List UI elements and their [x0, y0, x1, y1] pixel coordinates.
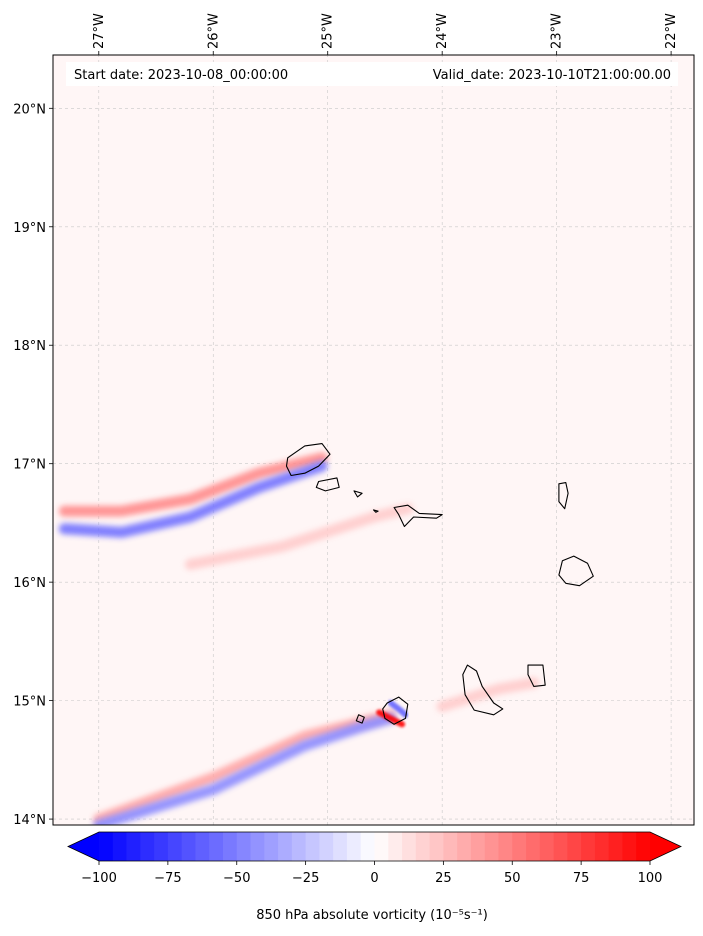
colorbar-extend-high: [650, 832, 681, 861]
colorbar-swatch-23: [415, 832, 430, 861]
colorbar-swatch-11: [250, 832, 265, 861]
colorbar-swatch-30: [512, 832, 527, 861]
x-tick-label-2: 25°W: [321, 13, 336, 49]
x-tick-label-0: 27°W: [92, 13, 107, 49]
colorbar-swatch-39: [636, 832, 651, 861]
y-tick-label-4: 16°N: [13, 576, 46, 591]
colorbar-swatch-17: [333, 832, 348, 861]
colorbar-swatch-38: [622, 832, 637, 861]
y-tick-label-2: 18°N: [13, 339, 46, 354]
colorbar-tick-label-6: 50: [504, 871, 521, 886]
colorbar-swatch-33: [553, 832, 568, 861]
colorbar-swatch-4: [154, 832, 169, 861]
colorbar-tick-label-2: −50: [223, 871, 250, 886]
date-banner: Start date: 2023-10-08_00:00:00 Valid_da…: [66, 62, 678, 86]
colorbar-tick-label-8: 100: [638, 871, 663, 886]
colorbar-swatch-37: [608, 832, 623, 861]
colorbar-tick-label-7: 75: [573, 871, 590, 886]
island-sao-nicolau: [393, 504, 443, 528]
colorbar-swatches: [99, 832, 651, 861]
valid-date-label: Valid_date: 2023-10-10T21:00:00.00: [433, 68, 671, 83]
colorbar-swatch-2: [126, 832, 141, 861]
colorbar-swatch-9: [222, 832, 238, 861]
colorbar-swatch-29: [498, 832, 513, 861]
colorbar-swatch-7: [195, 832, 210, 861]
colorbar-swatch-16: [319, 832, 334, 861]
colorbar-swatch-32: [539, 832, 554, 861]
x-tick-label-1: 26°W: [206, 13, 221, 49]
colorbar-tick-label-1: −75: [154, 871, 181, 886]
island-fogo: [382, 696, 409, 725]
x-tick-label-3: 24°W: [435, 13, 450, 49]
colorbar-swatch-34: [567, 832, 582, 861]
colorbar-tick-label-5: 25: [435, 871, 452, 886]
island-brava: [355, 714, 365, 724]
colorbar-swatch-15: [305, 832, 320, 861]
date-banner-background: [66, 62, 678, 86]
island-santo-antao: [285, 443, 331, 477]
x-tick-label-5: 22°W: [664, 13, 679, 49]
vorticity-field: [58, 452, 540, 825]
vorticity-sao-nicolau-wake: [184, 503, 414, 570]
x-tick-label-4: 23°W: [550, 13, 565, 49]
colorbar-swatch-18: [346, 832, 362, 861]
colorbar-swatch-24: [429, 832, 444, 861]
colorbar-swatch-21: [388, 832, 403, 861]
latitude-ticks: 20°N 19°N 18°N 17°N 16°N 15°N 14°N: [13, 102, 53, 828]
colorbar-swatch-26: [457, 832, 472, 861]
y-tick-label-6: 14°N: [13, 813, 46, 828]
y-tick-label-5: 15°N: [13, 695, 46, 710]
island-santa-luzia: [353, 490, 363, 498]
start-date-label: Start date: 2023-10-08_00:00:00: [74, 68, 288, 83]
y-tick-label-3: 17°N: [13, 458, 46, 473]
colorbar-swatch-35: [581, 832, 596, 861]
colorbar-tick-label-0: −100: [81, 871, 117, 886]
colorbar-swatch-1: [112, 832, 127, 861]
colorbar-swatch-20: [374, 832, 389, 861]
colorbar-swatch-14: [291, 832, 307, 861]
gridlines: [53, 55, 694, 825]
coastlines: [285, 443, 594, 725]
map-frame: [52, 54, 695, 826]
colorbar-swatch-31: [526, 832, 541, 861]
island-maio: [527, 664, 546, 687]
vorticity-santo-antao-wake-negative: [58, 460, 328, 538]
colorbar-swatch-10: [236, 832, 251, 861]
colorbar-swatch-25: [443, 832, 458, 861]
colorbar-extend-low: [68, 832, 99, 861]
island-sao-vicente: [315, 477, 340, 492]
colorbar-swatch-3: [140, 832, 155, 861]
colorbar-tick-label-4: 0: [370, 871, 378, 886]
vorticity-santiago-wake: [436, 677, 540, 712]
colorbar-swatch-19: [360, 832, 375, 861]
colorbar-swatch-22: [402, 832, 417, 861]
colorbar-label: 850 hPa absolute vorticity (10⁻⁵s⁻¹): [256, 908, 488, 923]
y-tick-label-0: 20°N: [13, 102, 46, 117]
vorticity-fogo-core-negative: [387, 700, 409, 718]
longitude-ticks: 27°W 26°W 25°W 24°W 23°W 22°W: [92, 13, 679, 55]
vorticity-santo-antao-wake-positive: [58, 452, 328, 517]
island-sal: [558, 482, 569, 510]
colorbar-swatch-13: [278, 832, 293, 861]
colorbar-swatch-12: [264, 832, 279, 861]
vorticity-fogo-wake-negative: [93, 712, 397, 825]
island-raso: [372, 509, 379, 513]
colorbar-tick-label-3: −25: [292, 871, 319, 886]
map-panel: Start date: 2023-10-08_00:00:00 Valid_da…: [52, 54, 695, 826]
colorbar-swatch-28: [484, 832, 499, 861]
colorbar-swatch-27: [470, 832, 486, 861]
y-tick-label-1: 19°N: [13, 221, 46, 236]
island-santiago: [462, 664, 504, 716]
colorbar-swatch-0: [99, 832, 114, 861]
colorbar: −100 −75 −50 −25 0 25 50 75 100 850 hPa absolute…: [67, 831, 682, 923]
colorbar-ticks: −100 −75 −50 −25 0 25 50 75 100: [81, 861, 662, 886]
colorbar-swatch-8: [209, 832, 224, 861]
island-boa-vista: [558, 555, 594, 587]
map-background: [53, 55, 694, 825]
colorbar-swatch-36: [594, 832, 610, 861]
colorbar-swatch-5: [167, 832, 183, 861]
colorbar-swatch-6: [181, 832, 196, 861]
